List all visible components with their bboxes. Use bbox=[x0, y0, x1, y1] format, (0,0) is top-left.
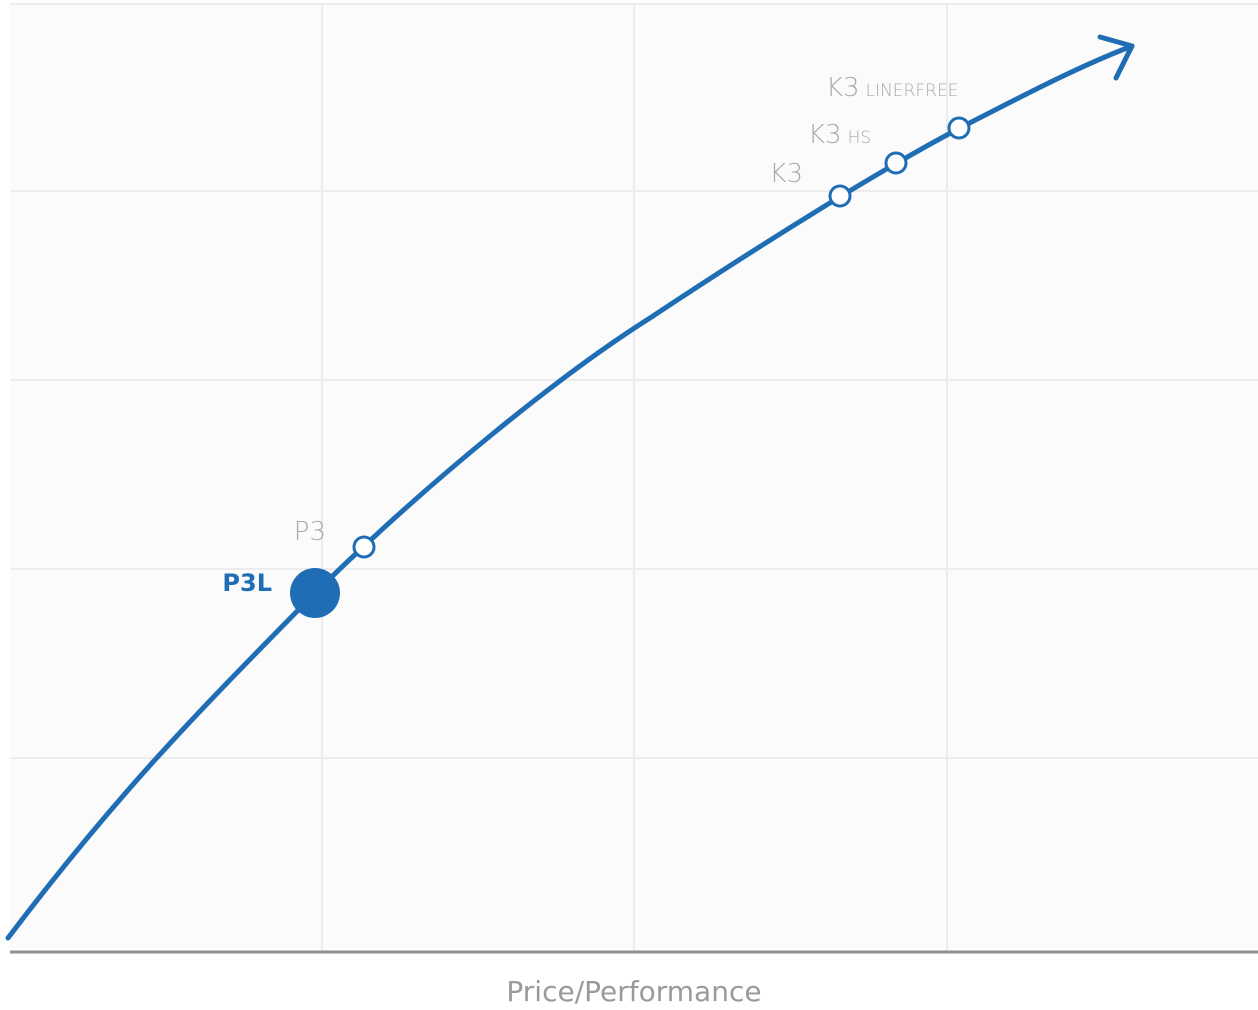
data-point-sublabel: LINERFREE bbox=[866, 81, 959, 101]
data-point-label: P3L bbox=[222, 569, 272, 597]
data-point-sublabel: HS bbox=[848, 128, 872, 148]
data-point-marker bbox=[290, 568, 340, 618]
trend-curve bbox=[5, 43, 1135, 941]
data-point-marker bbox=[352, 535, 376, 559]
arrow-head bbox=[1097, 34, 1135, 81]
data-markers bbox=[290, 116, 971, 618]
grid bbox=[10, 3, 1258, 950]
data-point-label: K3 bbox=[769, 159, 803, 189]
data-point-marker bbox=[828, 184, 852, 208]
data-point-marker bbox=[947, 116, 971, 140]
data-point-label: P3 bbox=[294, 517, 326, 547]
data-point-marker bbox=[884, 151, 908, 175]
x-axis-label: Price/Performance bbox=[506, 975, 761, 1008]
